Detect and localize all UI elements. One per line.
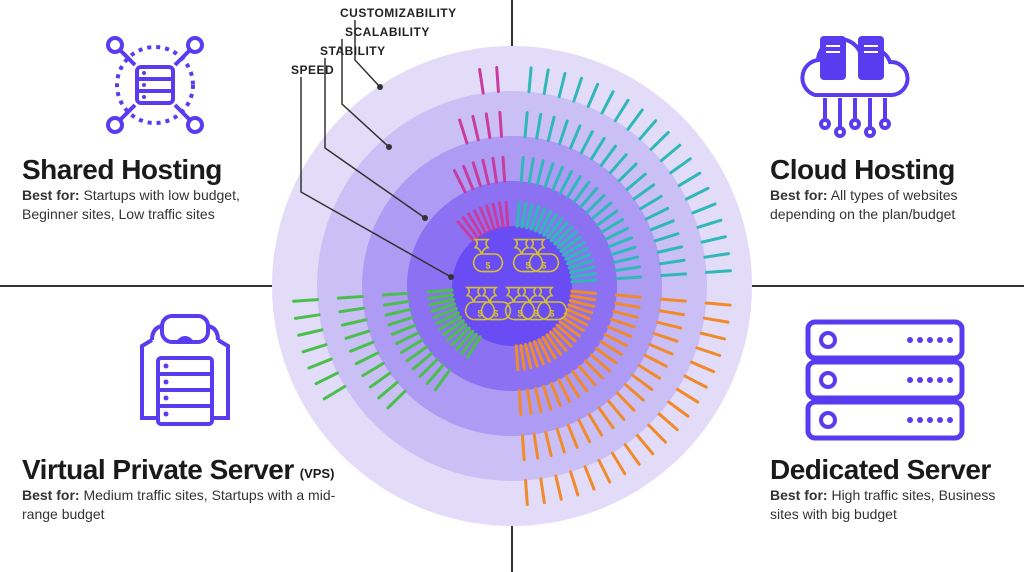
svg-text:$: $: [494, 308, 499, 318]
vps-desc: Best for: Medium traffic sites, Startups…: [22, 486, 342, 524]
shared-desc: Best for: Startups with low budget, Begi…: [22, 186, 292, 224]
quadrant-vps: Virtual Private Server (VPS) Best for: M…: [22, 455, 342, 524]
quadrant-shared: Shared Hosting Best for: Startups with l…: [22, 155, 292, 224]
svg-text:$: $: [550, 308, 555, 318]
cloud-desc: Best for: All types of websites dependin…: [770, 186, 1010, 224]
ring-label-text: STABILITY: [320, 44, 386, 58]
shared-bestfor-label: Best for:: [22, 187, 80, 203]
vps-bestfor-label: Best for:: [22, 487, 80, 503]
quadrant-cloud: Cloud Hosting Best for: All types of web…: [770, 155, 1010, 224]
dedicated-server-icon: [800, 314, 970, 449]
cloud-bestfor-label: Best for:: [770, 187, 828, 203]
shared-hosting-icon: [95, 25, 215, 150]
cloud-title: Cloud Hosting: [770, 155, 1010, 184]
ring-label-stability: STABILITY: [320, 44, 386, 58]
vps-icon: [120, 308, 250, 448]
vps-title: Virtual Private Server: [22, 455, 294, 484]
quadrant-dedicated: Dedicated Server Best for: High traffic …: [770, 455, 1010, 524]
ring-label-text: CUSTOMIZABILITY: [340, 6, 457, 20]
ring-label-scalability: SCALABILITY: [345, 25, 430, 39]
ring-label-text: SPEED: [291, 63, 334, 77]
dedicated-desc: Best for: High traffic sites, Business s…: [770, 486, 1010, 524]
ring-label-speed: SPEED: [291, 63, 334, 77]
shared-title: Shared Hosting: [22, 155, 292, 184]
ring-label-text: SCALABILITY: [345, 25, 430, 39]
dedicated-title: Dedicated Server: [770, 455, 1010, 484]
ring-label-customizability: CUSTOMIZABILITY: [340, 6, 457, 20]
vps-subtitle: (VPS): [300, 466, 335, 484]
dedicated-bestfor-label: Best for:: [770, 487, 828, 503]
cloud-hosting-icon: [790, 20, 920, 150]
